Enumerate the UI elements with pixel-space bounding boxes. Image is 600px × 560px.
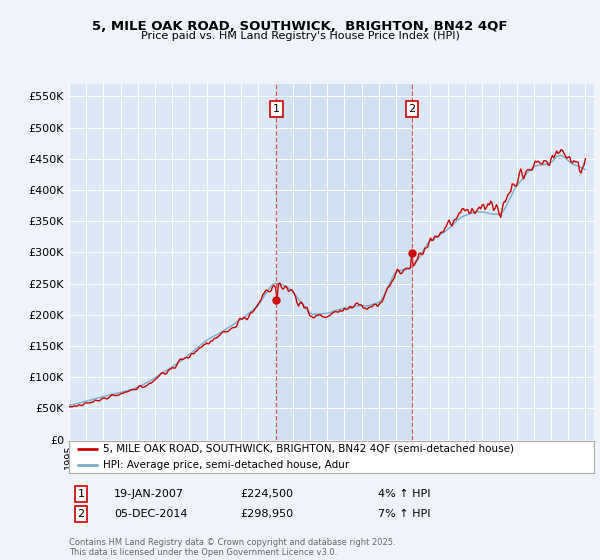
Bar: [277, 84, 412, 440]
Text: 7% ↑ HPI: 7% ↑ HPI: [378, 509, 431, 519]
Text: 1: 1: [273, 104, 280, 114]
Text: 2: 2: [77, 509, 85, 519]
Text: 19-JAN-2007: 19-JAN-2007: [114, 489, 184, 499]
Text: 05-DEC-2014: 05-DEC-2014: [114, 509, 187, 519]
Text: 1: 1: [77, 489, 85, 499]
Text: 5, MILE OAK ROAD, SOUTHWICK,  BRIGHTON, BN42 4QF: 5, MILE OAK ROAD, SOUTHWICK, BRIGHTON, B…: [92, 20, 508, 32]
Text: Price paid vs. HM Land Registry's House Price Index (HPI): Price paid vs. HM Land Registry's House …: [140, 31, 460, 41]
Text: £224,500: £224,500: [240, 489, 293, 499]
Text: HPI: Average price, semi-detached house, Adur: HPI: Average price, semi-detached house,…: [103, 460, 349, 470]
Text: Contains HM Land Registry data © Crown copyright and database right 2025.
This d: Contains HM Land Registry data © Crown c…: [69, 538, 395, 557]
Text: 4% ↑ HPI: 4% ↑ HPI: [378, 489, 431, 499]
Text: 5, MILE OAK ROAD, SOUTHWICK, BRIGHTON, BN42 4QF (semi-detached house): 5, MILE OAK ROAD, SOUTHWICK, BRIGHTON, B…: [103, 444, 514, 454]
Text: £298,950: £298,950: [240, 509, 293, 519]
Text: 2: 2: [409, 104, 415, 114]
